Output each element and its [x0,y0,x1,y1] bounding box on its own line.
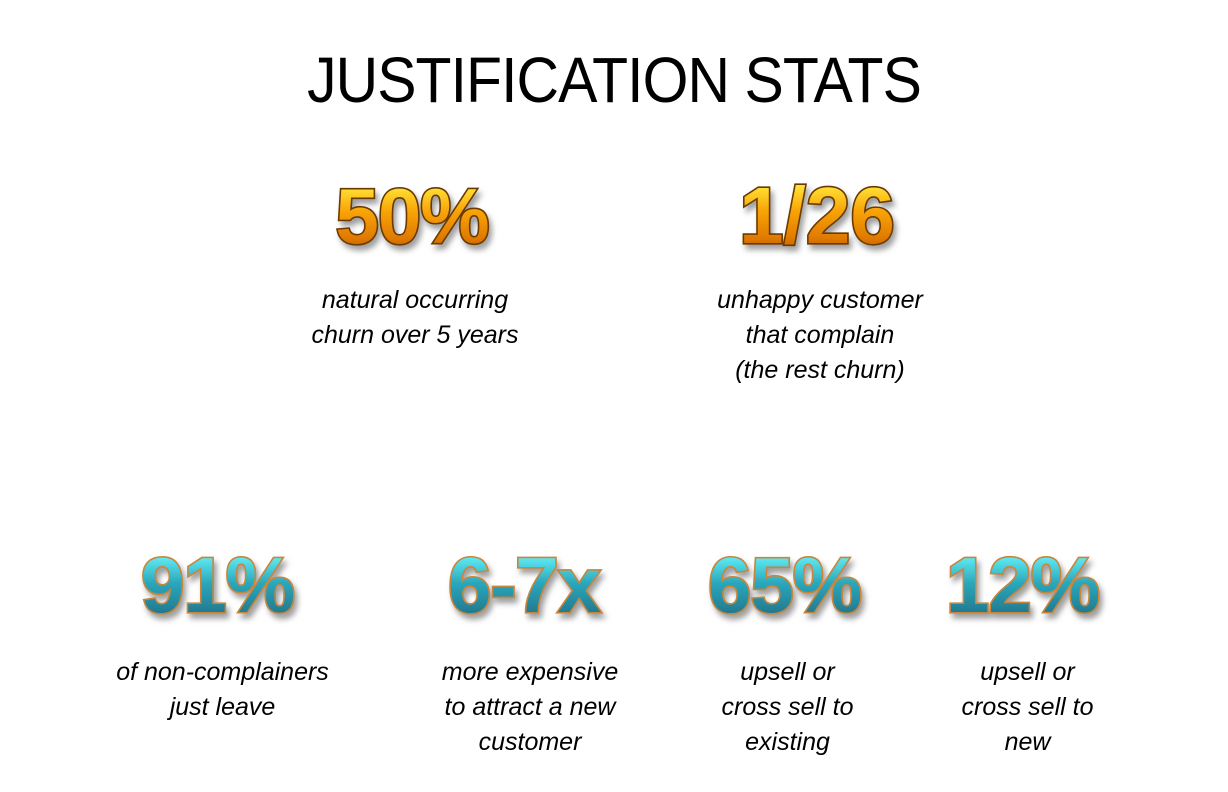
svg-text:65%: 65% [708,541,861,629]
svg-text:12%: 12% [946,541,1099,629]
svg-text:1/26: 1/26 [739,171,895,260]
svg-text:6-7x: 6-7x [448,541,601,629]
svg-text:50%: 50% [335,172,488,260]
svg-text:91%: 91% [141,541,294,629]
